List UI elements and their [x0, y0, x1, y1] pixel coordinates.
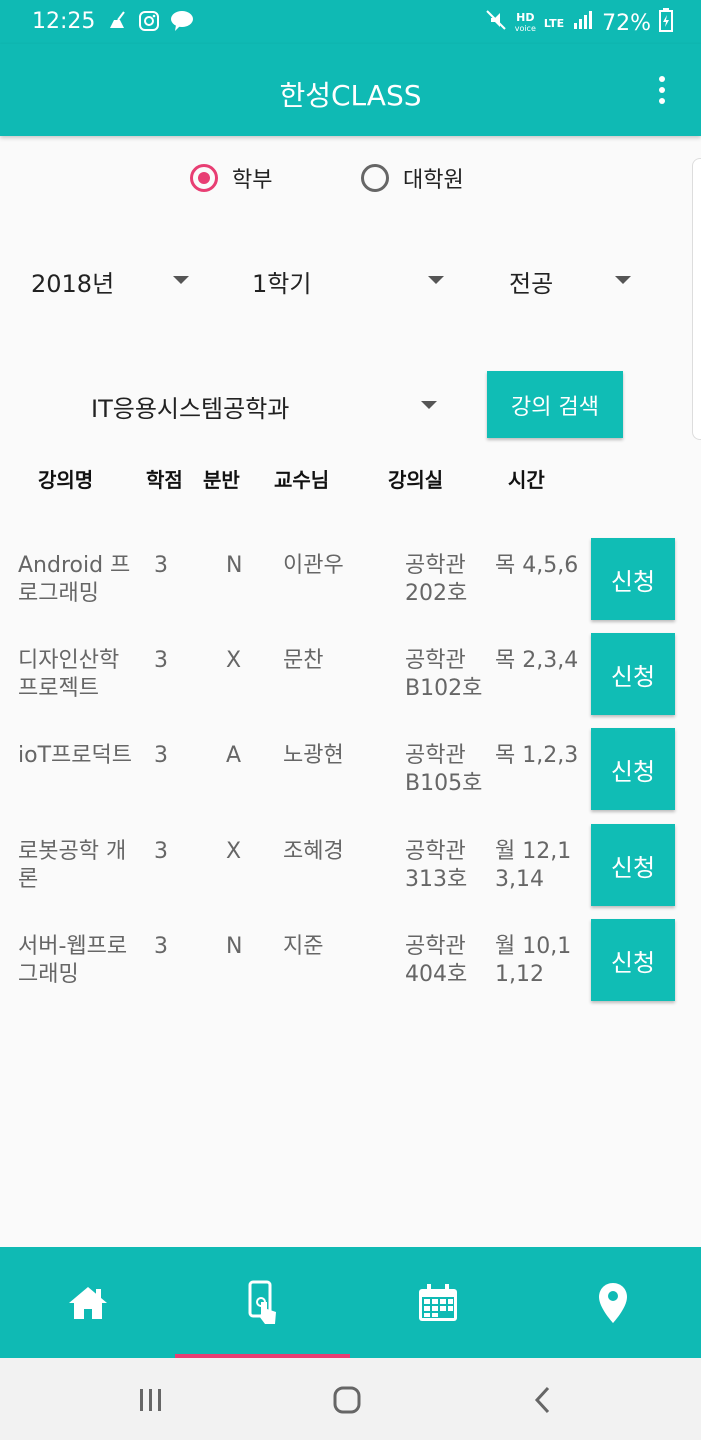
apply-button[interactable]: 신청: [591, 538, 675, 620]
course-time: 목 2,3,4: [495, 648, 579, 673]
dropdown-arrow-icon: [421, 401, 437, 409]
edge-panel-handle[interactable]: [692, 158, 701, 440]
dropdown-arrow-icon: [428, 276, 444, 284]
course-credit: 3: [154, 934, 168, 959]
course-time: 월 10,11,12: [495, 934, 572, 987]
course-professor: 문찬: [283, 648, 324, 673]
nav-timetable[interactable]: [350, 1247, 525, 1358]
dropdown-arrow-icon: [615, 276, 631, 284]
dropdown-arrow-icon: [173, 276, 189, 284]
nav-map[interactable]: [525, 1247, 700, 1358]
semester-spinner[interactable]: 1학기: [252, 269, 312, 298]
apply-button[interactable]: 신청: [591, 728, 675, 810]
course-section: X: [226, 648, 242, 673]
course-room: 공학관 B102호: [405, 648, 483, 701]
course-professor: 지준: [283, 934, 324, 959]
nav-selected-indicator: [175, 1354, 350, 1358]
course-time: 목 1,2,3: [495, 743, 579, 768]
bottom-navigation: [0, 1247, 701, 1358]
back-chevron-icon: [534, 1386, 550, 1414]
course-room: 공학관 202호: [405, 553, 468, 606]
home-circle-icon: [333, 1386, 361, 1414]
course-section: X: [226, 839, 242, 864]
radio-checked-icon: [190, 164, 218, 192]
category-spinner[interactable]: 전공: [509, 269, 554, 298]
apply-button[interactable]: 신청: [591, 633, 675, 715]
year-spinner[interactable]: 2018년: [31, 269, 115, 298]
broom-icon: [106, 10, 128, 32]
status-indicators: HD voice LTE 72%: [485, 8, 673, 38]
status-bar: 12:25 HD voice LTE 72%: [0, 0, 701, 44]
course-section: N: [226, 934, 243, 959]
mute-icon: [485, 9, 507, 37]
notification-icons: [106, 10, 193, 32]
table-row: ioT프로덕트 3 A 노광현 공학관 B105호 목 1,2,3 신청: [0, 728, 701, 838]
recent-apps-icon: [140, 1389, 161, 1411]
hd-voice-indicator: HD voice: [514, 11, 536, 33]
course-professor: 노광현: [283, 743, 344, 768]
radio-label: 학부: [232, 168, 273, 193]
radio-label: 대학원: [403, 168, 464, 193]
calendar-icon: [418, 1283, 457, 1321]
app-title: 한성CLASS: [279, 79, 422, 112]
touch-phone-icon: [248, 1280, 276, 1324]
battery-icon: [659, 8, 673, 38]
course-room: 공학관 404호: [405, 934, 468, 987]
home-icon: [68, 1286, 107, 1319]
course-name: 디자인산학 프로젝트: [18, 648, 120, 701]
course-name: 로봇공학 개론: [18, 839, 127, 892]
course-name: 서버-웹프로그래밍: [18, 934, 128, 987]
radio-unchecked-icon: [361, 164, 389, 192]
table-row: 로봇공학 개론 3 X 조혜경 공학관 313호 월 12,13,14 신청: [0, 824, 701, 934]
instagram-icon: [138, 10, 160, 32]
home-system-button[interactable]: [317, 1380, 377, 1420]
header-course-name: 강의명: [38, 468, 94, 492]
header-time: 시간: [508, 468, 545, 492]
course-professor: 조혜경: [283, 839, 344, 864]
search-lecture-button[interactable]: 강의 검색: [487, 371, 623, 438]
system-navigation-bar: [0, 1358, 701, 1440]
table-row: Android 프로그래밍 3 N 이관우 공학관 202호 목 4,5,6 신…: [0, 538, 701, 648]
signal-icon: [572, 9, 594, 37]
course-credit: 3: [154, 553, 168, 578]
battery-percent: 72%: [602, 10, 651, 36]
apply-button[interactable]: 신청: [591, 824, 675, 906]
status-time: 12:25: [32, 9, 96, 34]
header-room: 강의실: [388, 468, 444, 492]
table-row: 서버-웹프로그래밍 3 N 지준 공학관 404호 월 10,11,12 신청: [0, 919, 701, 1029]
course-time: 목 4,5,6: [495, 553, 579, 578]
nav-course-register[interactable]: [175, 1247, 350, 1358]
overflow-menu-button[interactable]: [647, 70, 677, 110]
location-pin-icon: [598, 1282, 627, 1323]
apply-button[interactable]: 신청: [591, 919, 675, 1001]
course-section: A: [226, 743, 242, 768]
course-section: N: [226, 553, 243, 578]
recent-apps-button[interactable]: [121, 1380, 181, 1420]
header-section: 분반: [203, 468, 240, 492]
app-bar: 한성CLASS: [0, 44, 701, 136]
radio-graduate[interactable]: 대학원: [361, 162, 464, 194]
course-credit: 3: [154, 648, 168, 673]
kakaotalk-icon: [170, 10, 193, 32]
nav-home[interactable]: [0, 1247, 175, 1358]
course-credit: 3: [154, 839, 168, 864]
course-room: 공학관 B105호: [405, 743, 483, 796]
course-professor: 이관우: [283, 553, 344, 578]
course-name: ioT프로덕트: [18, 743, 132, 768]
lte-indicator: LTE: [543, 16, 565, 30]
radio-undergraduate[interactable]: 학부: [190, 162, 272, 194]
course-credit: 3: [154, 743, 168, 768]
back-button[interactable]: [513, 1380, 573, 1420]
department-spinner[interactable]: IT응용시스템공학과: [91, 394, 290, 423]
table-row: 디자인산학 프로젝트 3 X 문찬 공학관 B102호 목 2,3,4 신청: [0, 633, 701, 743]
course-room: 공학관 313호: [405, 839, 468, 892]
header-professor: 교수님: [274, 468, 330, 492]
more-vert-icon: [659, 76, 665, 82]
course-time: 월 12,13,14: [495, 839, 572, 892]
header-credit: 학점: [146, 468, 183, 492]
course-name: Android 프로그래밍: [18, 553, 131, 606]
